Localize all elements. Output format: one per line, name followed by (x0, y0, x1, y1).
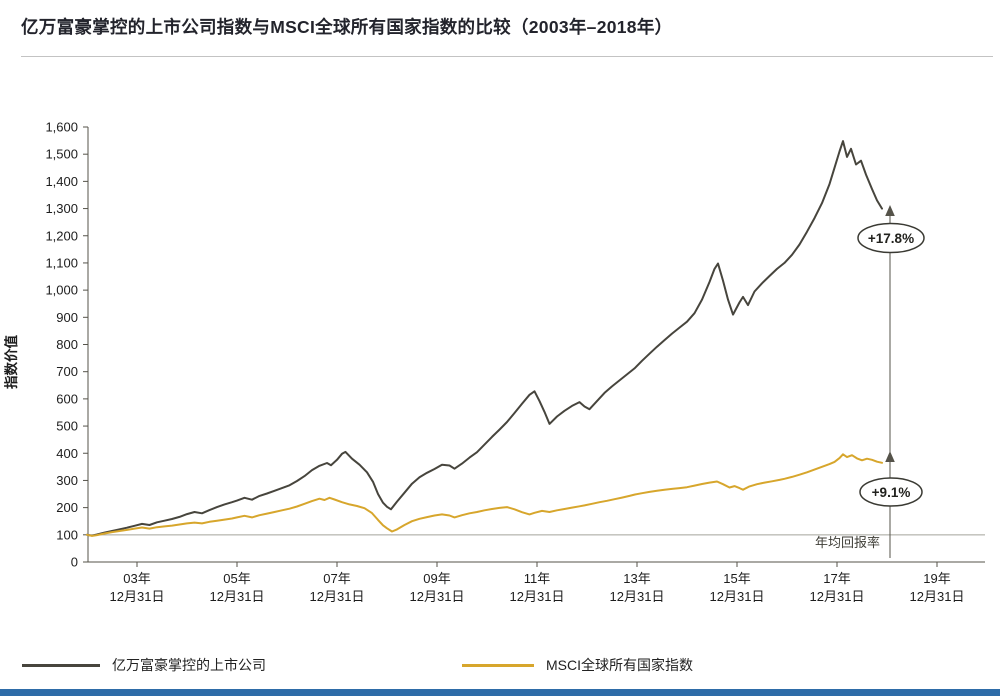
x-tick-date: 12月31日 (510, 589, 565, 604)
chart-legend: 亿万富豪掌控的上市公司 MSCI全球所有国家指数 (0, 655, 1000, 679)
y-tick-label: 700 (56, 364, 78, 379)
y-tick-label: 1,500 (45, 147, 78, 162)
y-tick-label: 100 (56, 527, 78, 542)
x-tick-year: 07年 (323, 571, 350, 586)
y-tick-label: 900 (56, 310, 78, 325)
legend-label-billionaire: 亿万富豪掌控的上市公司 (112, 657, 266, 673)
y-tick-label: 1,300 (45, 201, 78, 216)
title-divider (21, 56, 993, 57)
msci-index-line (86, 453, 883, 537)
y-tick-label: 600 (56, 391, 78, 406)
y-tick-label: 300 (56, 473, 78, 488)
billionaire-return-badge (857, 222, 925, 254)
legend-item-msci: MSCI全球所有国家指数 (462, 655, 693, 675)
billionaire-line-swatch (22, 663, 100, 667)
y-tick-label: 800 (56, 337, 78, 352)
return-annotation: +17.8% +9.1% 年均回报率 (815, 205, 925, 558)
x-tick-year: 15年 (723, 571, 750, 586)
x-tick-year: 19年 (923, 571, 950, 586)
x-tick-year: 09年 (423, 571, 450, 586)
chart-title: 亿万富豪掌控的上市公司指数与MSCI全球所有国家指数的比较（2003年–2018… (21, 17, 673, 37)
x-tick-date: 12月31日 (710, 589, 765, 604)
y-axis-label: 指数价值 (3, 335, 19, 389)
y-tick-label: 1,100 (45, 255, 78, 270)
y-tick-label: 1,600 (45, 120, 78, 135)
y-tick-label: 1,400 (45, 174, 78, 189)
x-tick-date: 12月31日 (210, 589, 265, 604)
x-tick-date: 12月31日 (910, 589, 965, 604)
arrow-up-billionaire-icon (885, 205, 895, 216)
x-tick-date: 12月31日 (810, 589, 865, 604)
y-axis-ticks: 0 100 200 300 400 500 600 700 800 900 1,000 1,100 1,… (45, 120, 88, 570)
x-tick-date: 12月31日 (310, 589, 365, 604)
arrow-up-msci-icon (885, 451, 895, 462)
annual-return-note: 年均回报率 (815, 535, 880, 550)
x-tick-year: 05年 (223, 571, 250, 586)
line-chart-canvas: 0 100 200 300 400 500 600 700 800 900 1,000 1,100 1,… (3, 120, 985, 604)
y-tick-label: 200 (56, 500, 78, 515)
y-tick-label: 1,200 (45, 228, 78, 243)
y-tick-label: 1,000 (45, 283, 78, 298)
axes (87, 127, 985, 563)
y-tick-label: 500 (56, 419, 78, 434)
x-tick-year: 11年 (524, 571, 551, 586)
x-tick-year: 13年 (623, 571, 650, 586)
legend-label-msci: MSCI全球所有国家指数 (546, 657, 693, 673)
x-axis-ticks: 03年 12月31日 05年 12月31日 07年 12月31日 09年 12月31日 11年 1… (110, 562, 965, 604)
msci-return-value: +9.1% (872, 485, 911, 500)
billionaire-return-value: +17.8% (868, 231, 914, 246)
x-tick-date: 12月31日 (110, 589, 165, 604)
footer-accent-bar (0, 689, 1000, 696)
legend-item-billionaire: 亿万富豪掌控的上市公司 (22, 655, 266, 675)
msci-return-badge (859, 477, 923, 507)
msci-line-swatch (462, 663, 534, 667)
x-tick-date: 12月31日 (610, 589, 665, 604)
y-tick-label: 0 (71, 555, 78, 570)
x-tick-date: 12月31日 (410, 589, 465, 604)
x-tick-year: 03年 (123, 571, 150, 586)
billionaire-index-line (86, 140, 883, 537)
y-tick-label: 400 (56, 446, 78, 461)
x-tick-year: 17年 (823, 571, 850, 586)
